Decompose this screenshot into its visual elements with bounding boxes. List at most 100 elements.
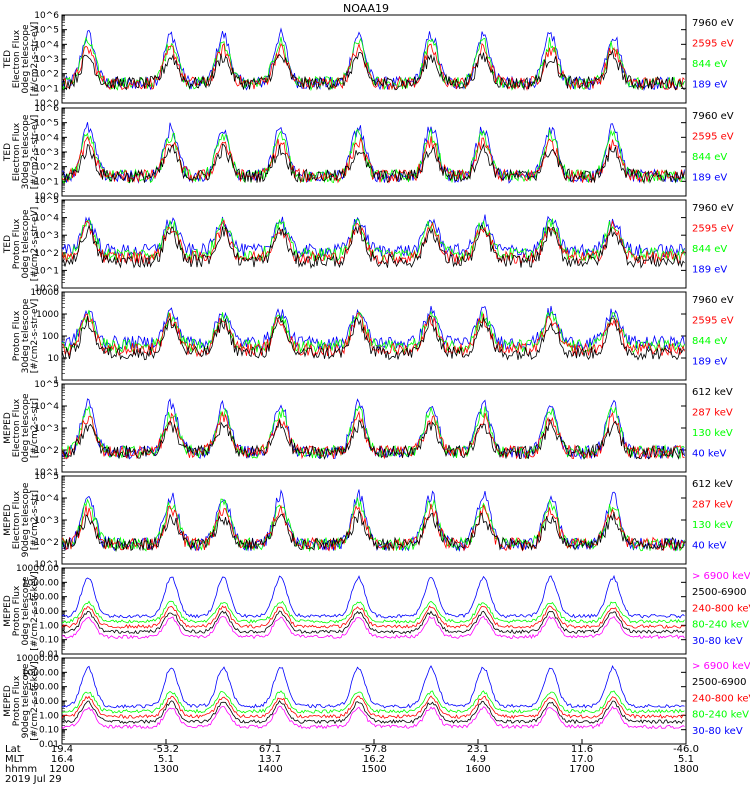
y-axis-label: Electron Flux xyxy=(12,122,22,181)
y-axis-label: 0deg telescope xyxy=(21,576,31,646)
y-axis-label: [#/cm2-s-str] xyxy=(30,398,40,458)
y-tick-label: 10000.00 xyxy=(16,654,59,664)
y-axis-label: Proton Flux xyxy=(12,675,22,726)
legend-entry: 2595 eV xyxy=(692,38,734,49)
panel-ted-proton-30deg: 1 10 100 1000 10000 Proton Flux 30deg telescop… xyxy=(12,288,734,386)
series-trace xyxy=(62,405,685,460)
legend-entry: 40 keV xyxy=(692,540,726,551)
y-axis-label: Proton Flux xyxy=(12,585,22,636)
y-tick-label: 10^5 xyxy=(34,380,59,390)
y-tick-label: 10^2 xyxy=(34,163,59,173)
y-tick-label: 10.00 xyxy=(33,697,59,707)
y-tick-label: 10^4 xyxy=(34,133,59,143)
series-trace xyxy=(62,36,685,92)
data-traces xyxy=(62,214,685,270)
legend-entry: 844 eV xyxy=(692,336,727,347)
y-tick-label: 10 xyxy=(48,354,60,364)
y-tick-label: 10^0 xyxy=(34,99,59,109)
series-trace xyxy=(62,309,685,355)
panel-frame xyxy=(61,657,687,745)
panel-meped-electron-90deg: 10^1 10^2 10^3 10^4 10^5 MEPED Electron Flux 90… xyxy=(3,472,733,570)
x-tick-label-mlt: 16.4 xyxy=(51,754,73,765)
series-trace xyxy=(62,509,685,552)
series-trace xyxy=(62,27,685,92)
x-tick-label-lat: -46.0 xyxy=(673,744,699,755)
legend-entry: 844 eV xyxy=(692,152,727,163)
panel-frame xyxy=(61,567,687,655)
series-trace xyxy=(62,695,685,720)
data-traces xyxy=(62,489,685,553)
panel-frame xyxy=(61,291,687,381)
panel-frame xyxy=(61,475,687,565)
data-traces xyxy=(62,122,685,185)
y-tick-label: 1000 xyxy=(36,310,59,320)
y-axis-label: [#/cm2-s-str-eV] xyxy=(30,207,40,282)
x-tick-label-hhmm: 1200 xyxy=(49,764,74,775)
chart-title: NOAA19 xyxy=(343,2,389,15)
y-axis-label: Proton Flux xyxy=(12,310,22,361)
legend-entry: 7960 eV xyxy=(692,295,734,306)
x-tick-label-mlt: 13.7 xyxy=(259,754,281,765)
y-tick-label: 100.00 xyxy=(28,593,60,603)
legend-entry: 30-80 keV xyxy=(692,636,743,647)
y-tick-label: 10^2 xyxy=(34,446,59,456)
series-trace xyxy=(62,224,685,270)
legend-entry: 40 keV xyxy=(692,448,726,459)
x-tick-label-lat: -53.2 xyxy=(153,744,179,755)
panel-ted-proton-0deg: 10^0 10^1 10^2 10^3 10^4 10^5 TED Proton Flux 0d… xyxy=(3,196,734,294)
y-axis-label: [#/cm2-s-str-keV] xyxy=(30,571,40,650)
y-tick-label: 10^3 xyxy=(34,55,59,65)
y-tick-label: 10.00 xyxy=(33,607,59,617)
legend-entry: 80-240 keV xyxy=(692,620,749,631)
panel-frame xyxy=(61,383,687,473)
legend-entry: 2595 eV xyxy=(692,131,734,142)
y-tick-label: 1000.00 xyxy=(22,668,59,678)
legend-entry: 2595 eV xyxy=(692,223,734,234)
legend-entry: 612 keV xyxy=(692,387,733,398)
y-tick-label: 0.10 xyxy=(39,636,59,646)
x-tick-label-hhmm: 1400 xyxy=(257,764,282,775)
legend-entry: 2595 eV xyxy=(692,315,734,326)
y-tick-label: 0.01 xyxy=(39,650,59,660)
legend-entry: 7960 eV xyxy=(692,203,734,214)
y-tick-label: 10^6 xyxy=(34,11,59,21)
y-axis-label: [#/cm2-s-str-eV] xyxy=(30,115,40,190)
y-tick-label: 10^1 xyxy=(34,84,59,94)
panel-ted-electron-30deg: 10^0 10^1 10^2 10^3 10^4 10^5 10^6 TED Electron … xyxy=(3,104,734,202)
legend-entry: 189 eV xyxy=(692,356,727,367)
panel-frame xyxy=(61,199,687,289)
legend-entry: 30-80 keV xyxy=(692,726,743,737)
y-tick-label: 10^3 xyxy=(34,148,59,158)
legend-entry: 2500-6900 xyxy=(692,587,747,598)
y-axis-label: TED xyxy=(3,50,13,69)
series-trace xyxy=(62,610,685,635)
y-tick-label: 10^4 xyxy=(34,402,59,412)
legend-entry: 240-800 keV xyxy=(692,693,750,704)
x-tick-label-hhmm: 1500 xyxy=(361,764,386,775)
y-tick-label: 10^1 xyxy=(34,468,59,478)
x-tick-label-hhmm: 1600 xyxy=(465,764,490,775)
y-axis-label: 0deg telescope xyxy=(21,24,31,94)
y-axis-label: TED xyxy=(3,143,13,162)
y-tick-label: 10^3 xyxy=(34,516,59,526)
data-traces xyxy=(62,574,685,640)
y-tick-label: 10^5 xyxy=(34,196,59,206)
y-axis-label: Electron Flux xyxy=(12,490,22,549)
y-axis-label: MEPED xyxy=(3,685,13,717)
y-tick-label: 10^2 xyxy=(34,249,59,259)
y-axis-label: 30deg telescope xyxy=(21,114,31,189)
y-tick-label: 10^1 xyxy=(34,560,59,570)
x-row-label-hhmm: hhmm xyxy=(5,764,37,775)
y-tick-label: 10^1 xyxy=(34,266,59,276)
x-tick-label-lat: 67.1 xyxy=(259,744,281,755)
panel-frame xyxy=(61,14,687,104)
x-tick-label-lat: -57.8 xyxy=(361,744,387,755)
y-axis-label: 0deg telescope xyxy=(21,209,31,279)
legend-entry: 844 eV xyxy=(692,59,727,70)
panel-meped-electron-0deg: 10^1 10^2 10^3 10^4 10^5 MEPED Electron Flux 0d… xyxy=(3,380,733,478)
legend-entry: 287 keV xyxy=(692,407,733,418)
legend-entry: 287 keV xyxy=(692,499,733,510)
y-tick-label: 10^6 xyxy=(34,104,59,114)
